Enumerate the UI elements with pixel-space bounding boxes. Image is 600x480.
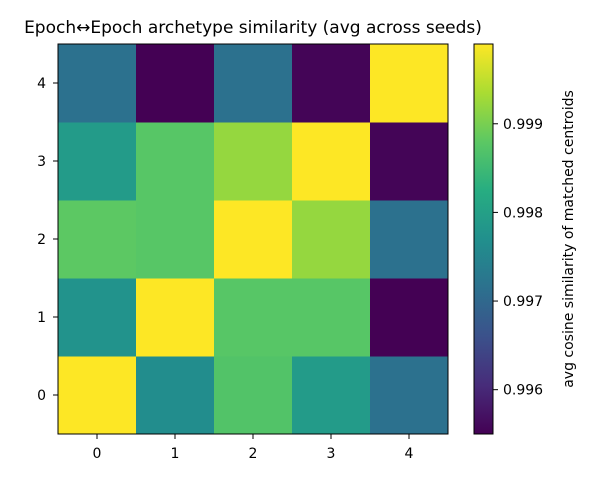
colorbar-axis: 0.996 0.997 0.998 0.999 — [493, 117, 543, 399]
heatmap-cell — [370, 200, 449, 279]
heatmap-cell — [370, 122, 449, 201]
heatmap-cell — [292, 278, 371, 357]
colorbar-tick-label: 0.996 — [503, 383, 543, 399]
colorbar-tick-label: 0.999 — [503, 117, 543, 133]
y-tick-label: 3 — [37, 154, 46, 170]
x-tick-label: 4 — [405, 446, 414, 462]
colorbar-tick-label: 0.998 — [503, 205, 543, 221]
heatmap-cell — [136, 200, 215, 279]
heatmap-cell — [370, 356, 449, 435]
y-tick-label: 1 — [37, 310, 46, 326]
colorbar-tick-label: 0.997 — [503, 294, 543, 310]
x-axis: 0 1 2 3 4 — [93, 434, 414, 462]
colorbar-label: avg cosine similarity of matched centroi… — [561, 90, 577, 388]
heatmap-cell — [58, 44, 137, 123]
heatmap-cell — [292, 200, 371, 279]
heatmap-cell — [214, 200, 293, 279]
y-tick-label: 2 — [37, 232, 46, 248]
heatmap-cell — [58, 200, 137, 279]
heatmap-cell — [136, 44, 215, 123]
heatmap-cell — [370, 278, 449, 357]
colorbar — [473, 43, 494, 435]
heatmap-cell — [136, 122, 215, 201]
x-tick-label: 3 — [327, 446, 336, 462]
x-tick-label: 0 — [93, 446, 102, 462]
y-axis: 0 1 2 3 4 — [37, 76, 58, 404]
heatmap-cell — [292, 356, 371, 435]
x-tick-label: 1 — [171, 446, 180, 462]
heatmap-cell — [214, 278, 293, 357]
heatmap-cell — [292, 44, 371, 123]
heatmap-cell — [370, 44, 449, 123]
heatmap-cell — [58, 356, 137, 435]
heatmap-cell — [214, 122, 293, 201]
heatmap-cell — [292, 122, 371, 201]
heatmap-cell — [214, 44, 293, 123]
x-tick-label: 2 — [249, 446, 258, 462]
heatmap-cell — [136, 356, 215, 435]
heatmap-cells — [58, 44, 449, 435]
heatmap-cell — [58, 278, 137, 357]
heatmap-cell — [214, 356, 293, 435]
heatmap-cell — [136, 278, 215, 357]
y-tick-label: 4 — [37, 76, 46, 92]
heatmap-cell — [58, 122, 137, 201]
chart-title: Epoch↔Epoch archetype similarity (avg ac… — [24, 18, 482, 38]
y-tick-label: 0 — [37, 388, 46, 404]
